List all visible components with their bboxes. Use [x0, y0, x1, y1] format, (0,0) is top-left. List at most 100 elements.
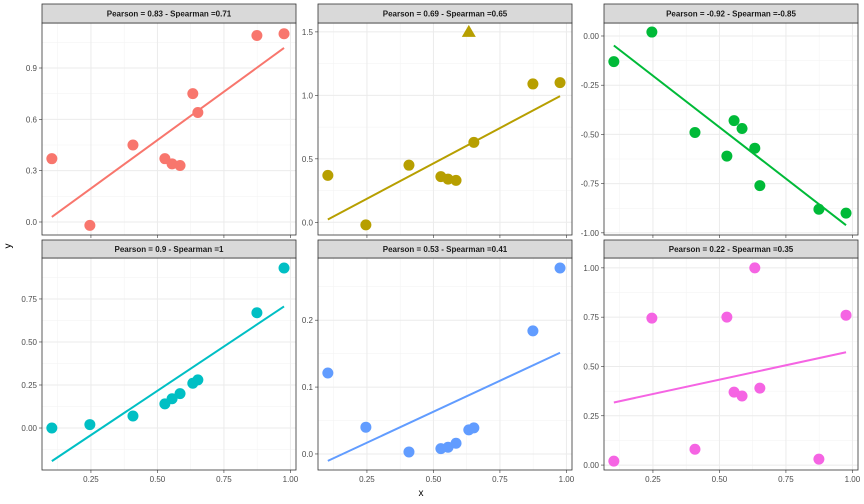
data-point — [840, 207, 852, 219]
x-tick-label: 0.75 — [216, 475, 232, 484]
data-point — [721, 150, 733, 162]
facet-title: Pearson = 0.22 - Spearman =0.35 — [669, 245, 794, 254]
data-point — [689, 443, 701, 455]
data-point — [322, 169, 334, 181]
y-tick-label: 0.50 — [21, 338, 37, 347]
data-point — [608, 56, 620, 68]
x-tick-label: 1.00 — [283, 475, 299, 484]
regression-line — [613, 351, 847, 404]
data-point — [646, 312, 658, 324]
facet-panel-3: 0.00 -0.25 -0.50 -0.75 -1.00 Pearson = -0.92 … — [581, 3, 859, 238]
facet-title: Pearson = 0.9 - Spearman =1 — [115, 245, 224, 254]
data-point — [554, 262, 566, 274]
y-tick-label: 0.9 — [26, 64, 38, 73]
facet-panel-6: 0.00 0.25 0.50 0.75 1.00 0.25 0.50 0.75 1.00 Pear… — [583, 239, 861, 484]
regression-line — [327, 95, 561, 221]
data-point — [360, 219, 372, 231]
data-point — [174, 160, 186, 172]
y-tick-label: 1.5 — [302, 28, 314, 37]
data-point — [127, 139, 139, 151]
data-point — [322, 367, 334, 379]
panel-background — [318, 258, 572, 470]
data-point — [360, 421, 372, 433]
y-tick-label: 0.75 — [21, 295, 37, 304]
x-tick-label: 0.50 — [426, 475, 442, 484]
panel-background — [604, 23, 858, 235]
data-point — [721, 311, 733, 323]
y-tick-label: 0.0 — [26, 218, 38, 227]
y-tick-label: -0.50 — [581, 130, 600, 139]
x-tick-label: 0.75 — [778, 475, 794, 484]
data-point — [736, 390, 748, 402]
data-point — [450, 437, 462, 449]
data-point — [450, 174, 462, 186]
data-point — [754, 382, 766, 394]
x-tick-label: 1.00 — [559, 475, 575, 484]
y-axis-title: y — [3, 244, 14, 249]
data-point — [749, 262, 761, 274]
y-tick-label: 1.00 — [583, 264, 599, 273]
panel-background — [42, 23, 296, 235]
facet-panel-1: 0.0 0.3 0.6 0.9 Pearson = 0.83 - Spearman =0… — [26, 3, 297, 238]
data-point — [527, 325, 539, 337]
data-point — [84, 419, 96, 431]
y-tick-label: 0.0 — [302, 218, 314, 227]
data-point — [468, 422, 480, 434]
data-point — [689, 126, 701, 138]
facet-panel-2: 0.0 0.5 1.0 1.5 Pearson = 0.69 - Spearman =0… — [302, 3, 573, 238]
y-tick-label: 0.00 — [21, 424, 37, 433]
facet-strip — [317, 3, 573, 24]
y-tick-label: 0.25 — [583, 412, 599, 421]
y-tick-label: 0.75 — [583, 313, 599, 322]
x-tick-label: 0.50 — [712, 475, 728, 484]
data-point — [251, 307, 263, 319]
x-axis-title: x — [419, 488, 424, 499]
data-point — [728, 115, 740, 127]
x-tick-label: 0.25 — [359, 475, 375, 484]
y-tick-label: 1.0 — [302, 91, 314, 100]
data-point — [278, 28, 290, 40]
y-tick-label: 0.5 — [302, 155, 314, 164]
facet-panel-5: 0.0 0.1 0.2 0.25 0.50 0.75 1.00 Pearson = 0.53 … — [302, 239, 575, 484]
data-point — [192, 374, 204, 386]
y-tick-label: 0.1 — [302, 383, 314, 392]
facet-panel-4: 0.00 0.25 0.50 0.75 0.25 0.50 0.75 1.00 Pearson … — [21, 239, 299, 484]
data-point — [192, 106, 204, 118]
data-point — [813, 203, 825, 215]
y-tick-label: 0.00 — [583, 461, 599, 470]
data-point — [554, 77, 566, 89]
facet-strip — [603, 239, 859, 259]
y-tick-label: 0.3 — [26, 167, 38, 176]
data-point — [736, 123, 748, 135]
regression-line — [51, 47, 285, 218]
y-tick-label: 0.6 — [26, 115, 38, 124]
data-point — [813, 453, 825, 465]
facet-title: Pearson = 0.53 - Spearman =0.41 — [383, 245, 508, 254]
facet-title: Pearson = -0.92 - Spearman =-0.85 — [666, 10, 796, 19]
panel-background — [604, 258, 858, 470]
data-point — [251, 29, 263, 41]
data-point — [166, 393, 178, 405]
facet-strip — [603, 3, 859, 24]
y-tick-label: -0.75 — [581, 180, 600, 189]
data-point — [127, 410, 139, 422]
data-point — [278, 262, 290, 274]
data-point — [187, 88, 199, 100]
x-tick-label: 0.25 — [83, 475, 99, 484]
facet-strip — [317, 239, 573, 259]
data-point — [527, 78, 539, 90]
data-point — [46, 422, 58, 434]
regression-line — [51, 305, 285, 462]
data-point — [646, 26, 658, 38]
regression-line — [327, 351, 561, 462]
data-point — [840, 309, 852, 321]
data-point — [174, 388, 186, 400]
facet-strip — [41, 239, 297, 259]
data-point — [403, 446, 415, 458]
y-tick-label: 0.0 — [302, 450, 314, 459]
data-point — [84, 219, 96, 231]
data-point — [749, 142, 761, 154]
facet-strip — [41, 3, 297, 24]
y-tick-label: 0.2 — [302, 316, 314, 325]
